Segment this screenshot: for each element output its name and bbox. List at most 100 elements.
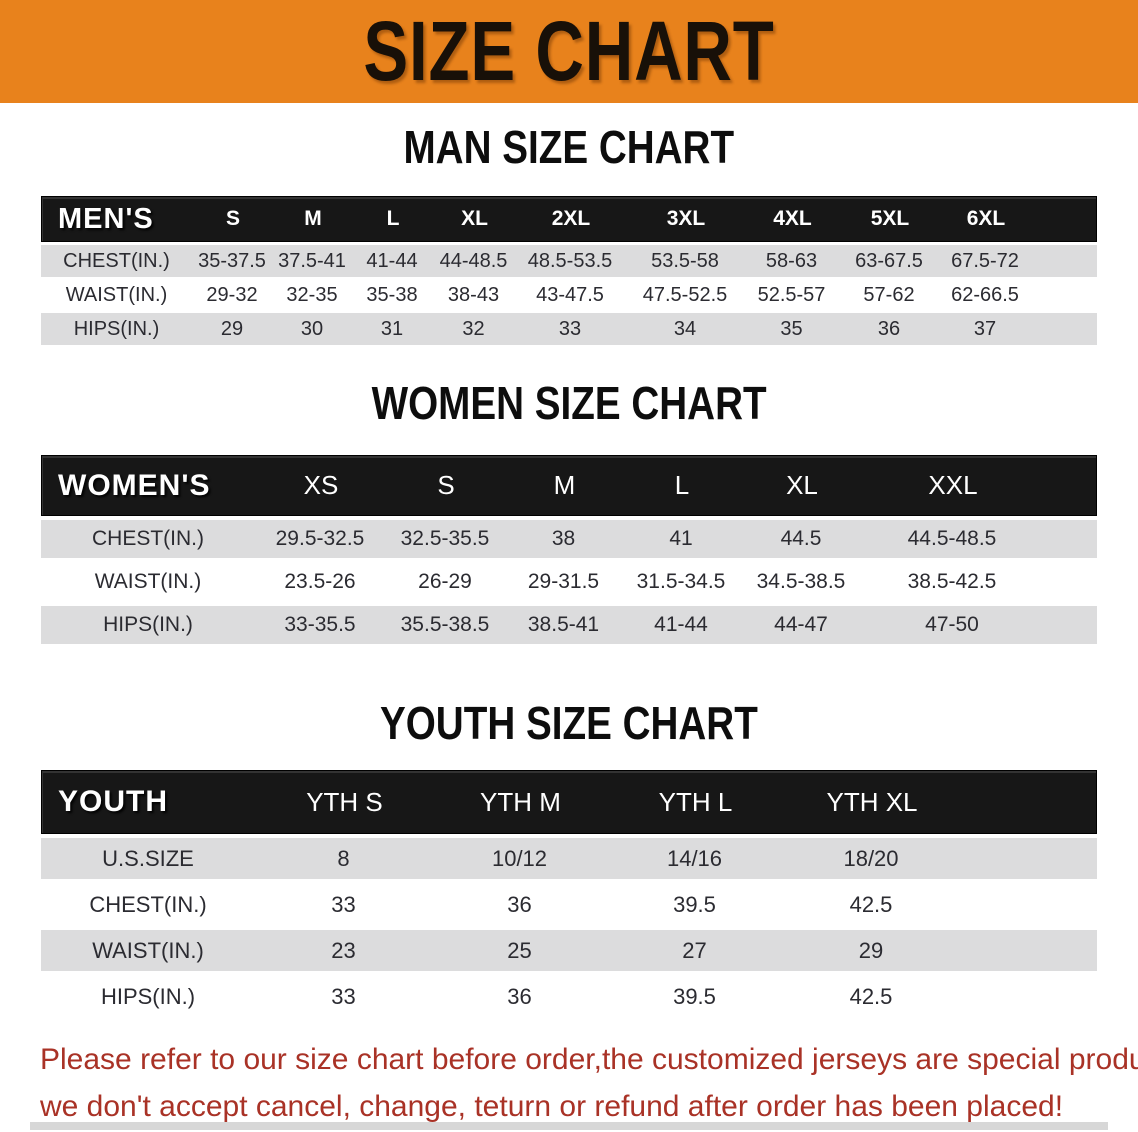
size-cell: 41-44	[366, 249, 418, 272]
size-cell: 38	[551, 527, 576, 550]
size-cell: 31	[380, 317, 404, 340]
column-header: XL	[786, 470, 818, 500]
size-cell: 32.5-35.5	[400, 527, 490, 550]
bottom-edge-strip	[30, 1122, 1108, 1130]
size-cell: 44.5-48.5	[907, 527, 997, 550]
size-cell: 25	[507, 937, 532, 963]
size-cell: 42.5	[849, 983, 893, 1009]
column-header: S	[225, 207, 240, 230]
size-cell: 62-66.5	[951, 283, 1019, 306]
size-cell: 35.5-38.5	[400, 613, 490, 636]
size-cell: 37.5-41	[278, 249, 346, 272]
size-cell: 44-48.5	[439, 249, 508, 272]
youth-table-header-row: YOUTH YTH S YTH M YTH L YTH XL	[41, 770, 1097, 834]
size-cell: 23	[331, 937, 356, 963]
row-label: HIPS(IN.)	[73, 317, 160, 340]
size-cell: 18/20	[843, 845, 899, 871]
size-cell: 38.5-41	[527, 613, 600, 636]
size-cell: 47.5-52.5	[642, 283, 728, 306]
size-cell: 38.5-42.5	[907, 570, 997, 593]
size-cell: 43-47.5	[536, 283, 604, 306]
size-cell: 39.5	[673, 891, 716, 917]
row-label: CHEST(IN.)	[89, 891, 207, 917]
column-header: M	[553, 470, 576, 500]
size-cell: 48.5-53.5	[527, 249, 613, 272]
size-cell: 41-44	[654, 613, 708, 636]
row-label: WAIST(IN.)	[65, 283, 168, 306]
column-header: 2XL	[551, 207, 591, 230]
size-cell: 44.5	[780, 527, 822, 550]
column-header: L	[674, 470, 690, 500]
women-waist-row: WAIST(IN.) 23.5-26 26-29 29-31.5 31.5-34…	[41, 563, 1097, 601]
size-cell: 27	[682, 937, 707, 963]
size-cell: 52.5-57	[757, 283, 826, 306]
column-header: YTH XL	[826, 786, 918, 817]
column-header: XXL	[928, 470, 978, 500]
size-cell: 34.5-38.5	[756, 570, 846, 593]
size-cell: 33	[558, 317, 582, 340]
size-cell: 32	[462, 317, 485, 340]
size-cell: 35-38	[366, 283, 418, 306]
women-table-label: WOMEN'S	[58, 468, 211, 502]
size-cell: 29.5-32.5	[275, 527, 365, 550]
youth-ussize-row: U.S.SIZE 8 10/12 14/16 18/20	[41, 838, 1097, 879]
men-hips-row: HIPS(IN.) 29 30 31 32 33 34 35 36 37	[41, 313, 1097, 345]
youth-waist-row: WAIST(IN.) 23 25 27 29	[41, 930, 1097, 971]
men-section-heading-text: MAN SIZE CHART	[403, 121, 735, 173]
row-label: HIPS(IN.)	[103, 613, 193, 636]
size-cell: 26-29	[418, 570, 472, 593]
disclaimer-line-2: we don't accept cancel, change, teturn o…	[40, 1090, 1064, 1123]
size-cell: 29-31.5	[527, 570, 600, 593]
column-header: 5XL	[870, 207, 910, 230]
size-cell: 33	[331, 891, 356, 917]
youth-table-label: YOUTH	[58, 785, 168, 818]
size-cell: 42.5	[849, 891, 893, 917]
size-cell: 36	[507, 983, 532, 1009]
column-header: YTH M	[480, 786, 561, 817]
size-cell: 8	[337, 845, 350, 871]
size-cell: 53.5-58	[651, 249, 719, 272]
row-label: HIPS(IN.)	[100, 983, 196, 1009]
size-cell: 34	[673, 317, 697, 340]
column-header: YTH S	[306, 786, 383, 817]
men-section-heading: MAN SIZE CHART	[0, 120, 1138, 174]
column-header: 3XL	[666, 207, 706, 230]
size-cell: 23.5-26	[284, 570, 356, 593]
size-cell: 39.5	[673, 983, 716, 1009]
row-label: CHEST(IN.)	[92, 527, 204, 550]
column-header: 4XL	[773, 207, 812, 230]
size-cell: 35-37.5	[198, 249, 266, 272]
row-label: WAIST(IN.)	[94, 570, 202, 593]
column-header: YTH L	[658, 786, 733, 817]
banner-title: SIZE CHART	[363, 4, 775, 98]
women-section-heading: WOMEN SIZE CHART	[0, 376, 1138, 430]
men-table-header-row: MEN'S S M L XL 2XL 3XL 4XL 5XL 6XL	[41, 196, 1097, 242]
column-header: 6XL	[966, 207, 1006, 230]
size-cell: 33	[331, 983, 356, 1009]
men-chest-row: CHEST(IN.) 35-37.5 37.5-41 41-44 44-48.5…	[41, 245, 1097, 277]
column-header: M	[304, 207, 322, 230]
size-cell: 29	[858, 937, 884, 963]
size-cell: 33-35.5	[284, 613, 356, 636]
women-section-heading-text: WOMEN SIZE CHART	[371, 377, 767, 429]
column-header: XS	[303, 470, 339, 500]
size-cell: 58-63	[765, 249, 818, 272]
men-waist-row: WAIST(IN.) 29-32 32-35 35-38 38-43 43-47…	[41, 279, 1097, 311]
size-cell: 29-32	[206, 283, 258, 306]
youth-size-table: YOUTH YTH S YTH M YTH L YTH XL U.S.SIZE …	[41, 770, 1097, 1022]
women-size-table: WOMEN'S XS S M L XL XXL CHEST(IN.) 29.5-…	[41, 455, 1097, 649]
men-size-table: MEN'S S M L XL 2XL 3XL 4XL 5XL 6XL CHEST…	[41, 196, 1097, 347]
size-cell: 44-47	[774, 613, 828, 636]
size-cell: 47-50	[925, 613, 979, 636]
size-cell: 36	[507, 891, 532, 917]
size-cell: 30	[300, 317, 324, 340]
size-cell: 35	[780, 317, 803, 340]
size-cell: 57-62	[863, 283, 915, 306]
size-cell: 41	[669, 527, 693, 550]
size-cell: 38-43	[447, 283, 500, 306]
size-cell: 31.5-34.5	[636, 570, 726, 593]
size-cell: 37	[973, 317, 997, 340]
women-chest-row: CHEST(IN.) 29.5-32.5 32.5-35.5 38 41 44.…	[41, 520, 1097, 558]
women-table-header-row: WOMEN'S XS S M L XL XXL	[41, 455, 1097, 516]
